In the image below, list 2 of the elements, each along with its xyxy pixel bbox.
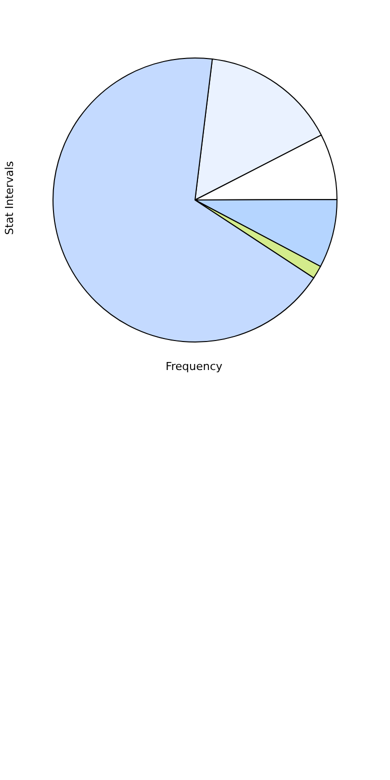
- text: Frequency: [166, 360, 223, 373]
- text: Stat Intervals: [3, 160, 16, 235]
